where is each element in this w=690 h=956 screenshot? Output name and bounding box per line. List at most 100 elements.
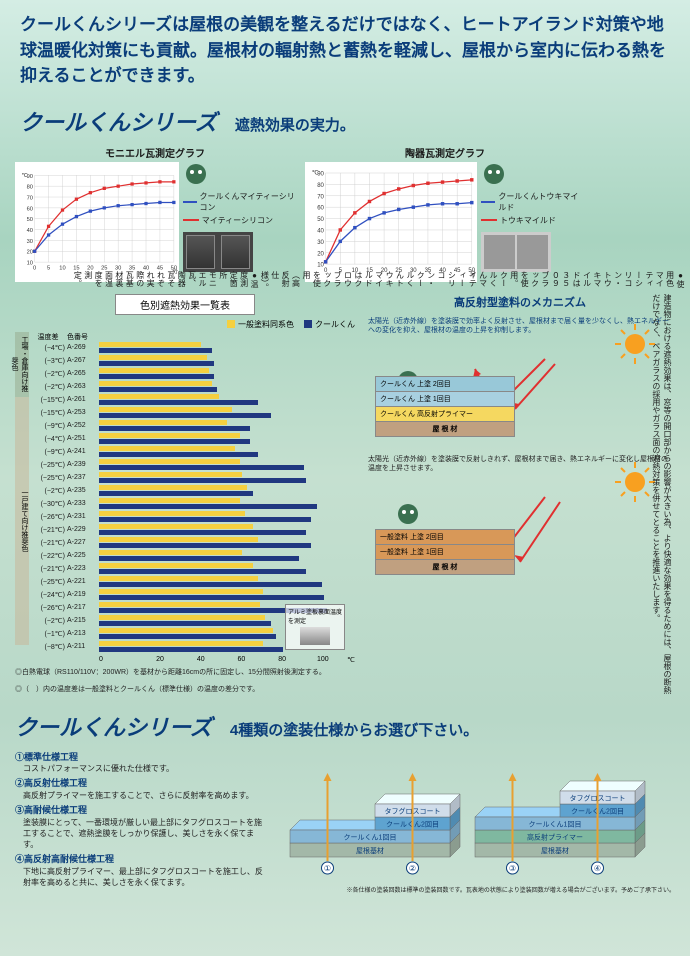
mechanism-layer: クールくん 上塗 2回目: [375, 376, 515, 392]
bar-row: (−4℃)A-269: [29, 342, 355, 355]
svg-text:60: 60: [317, 205, 324, 211]
bar-row: (−3℃)A-267: [29, 355, 355, 368]
bar-row: (−2℃)A-235: [29, 485, 355, 498]
header-text: クールくんシリーズは屋根の美観を整えるだけではなく、ヒートアイランド対策や地球温…: [0, 0, 690, 97]
spec-item-title: ③高耐候仕様工程: [15, 804, 265, 817]
svg-text:屋根基材: 屋根基材: [356, 846, 384, 855]
svg-text:40: 40: [317, 228, 324, 234]
svg-text:②: ②: [409, 864, 416, 873]
bar-row: (−22℃)A-225: [29, 550, 355, 563]
test-note: アルミ塗板裏面温度を測定: [285, 604, 345, 650]
svg-text:屋根基材: 屋根基材: [541, 846, 569, 855]
chart-monier: モニエル瓦測定グラフ 10203040506070809005101520253…: [15, 145, 295, 282]
chart-touki: 陶器瓦測定グラフ 1020304050607080900510152025303…: [305, 145, 585, 282]
sun-icon: [615, 324, 655, 364]
bar-row: (−15℃)A-261: [29, 394, 355, 407]
barchart-area: 色別遮熱効果一覧表 一般塗料同系色 クールくん 工場・倉庫向け推奨色 一戸建て向…: [15, 294, 355, 698]
effect-subtitle: 遮熱効果の実力。: [235, 114, 355, 135]
spec-item-desc: 高反射プライマーを施工することで、さらに反射率を高めます。: [15, 790, 265, 801]
series-title-1: クールくんシリーズ: [20, 105, 217, 137]
chart2-svg: 10203040506070809005101520253035404550℃分: [305, 162, 477, 282]
bar-row: (−9℃)A-252: [29, 420, 355, 433]
spec-item-title: ①標準仕様工程: [15, 751, 265, 764]
spec-item-desc: 下地に高反射プライマー、最上部にタフグロスコートを施工し、反射率を高めると共に、…: [15, 866, 265, 888]
mechanism-layer: 一般塗料 上塗 2回目: [375, 529, 515, 545]
bar-row: (−2℃)A-263: [29, 381, 355, 394]
bar-row: (−21℃)A-227: [29, 537, 355, 550]
mechanism-box-1: 太陽光（近赤外線）を塗装膜で効率よく反射させ、屋根材まで届く量を少なくし、熱エネ…: [365, 314, 675, 444]
bottom-footnote: ※各仕様の塗装回数は標準の塗装回数です。瓦表地の状態により塗装回数が増える場合が…: [275, 885, 675, 894]
chart2-legend-blue: クールくんトウキマイルド: [481, 191, 585, 213]
svg-text:20: 20: [27, 249, 33, 255]
bar-row: (−15℃)A-253: [29, 407, 355, 420]
bar-header-code: 色番号: [67, 332, 97, 342]
svg-text:高反射プライマー: 高反射プライマー: [527, 832, 583, 841]
monster-icon: [481, 162, 507, 184]
svg-text:クールくん1回目: クールくん1回目: [344, 833, 397, 841]
top-side-note: ●使用色 マイティーシリコン・トウキマイルドは３５０９ブラックを使用。クールくん…: [72, 271, 685, 291]
svg-text:40: 40: [27, 228, 33, 234]
monster-icon: [395, 502, 421, 524]
svg-text:30: 30: [317, 239, 324, 245]
spec-item-desc: コストパフォーマンスに優れた仕様です。: [15, 763, 265, 774]
chart1-title: モニエル瓦測定グラフ: [15, 145, 295, 160]
bottom-subtitle: 4種類の塗装仕様からお選び下さい。: [230, 719, 478, 740]
bar-row: (−25℃)A-221: [29, 576, 355, 589]
bar-row: (−25℃)A-237: [29, 472, 355, 485]
bar-row: (−4℃)A-251: [29, 433, 355, 446]
svg-text:℃: ℃: [312, 170, 319, 176]
svg-text:0: 0: [33, 265, 36, 271]
mechanism-area: 高反射型塗料のメカニズム 太陽光（近赤外線）を塗装膜で効率よく反射させ、屋根材ま…: [365, 294, 675, 698]
sidebar-group-a: 工場・倉庫向け推奨色: [15, 332, 29, 397]
mechanism-layer: クールくん 上塗 1回目: [375, 391, 515, 407]
spec-item-title: ②高反射仕様工程: [15, 777, 265, 790]
chart1-svg: 10203040506070809005101520253035404550℃分: [15, 162, 179, 282]
bar-row: (−24℃)A-219: [29, 589, 355, 602]
svg-text:④: ④: [594, 864, 601, 873]
bar-legend-navy: クールくん: [304, 319, 355, 330]
chart1-legend-blue: クールくんマイティーシリコン: [183, 191, 295, 213]
svg-text:30: 30: [27, 238, 33, 244]
chart1-legend-red: マイティーシリコン: [183, 215, 295, 226]
mechanism-layer: クールくん 高反射プライマー: [375, 406, 515, 422]
svg-text:クールくん1回目: クールくん1回目: [529, 820, 582, 828]
chart2-title: 陶器瓦測定グラフ: [305, 145, 585, 160]
spec-text: ①標準仕様工程コストパフォーマンスに優れた仕様です。 ②高反射仕様工程高反射プライ…: [15, 748, 265, 889]
bar-row: (−2℃)A-265: [29, 368, 355, 381]
bar-legend-yellow: 一般塗料同系色: [227, 319, 294, 330]
mechanism-layer: 一般塗料 上塗 1回目: [375, 544, 515, 560]
monster-icon: [183, 162, 209, 184]
mechanism-box-2: 太陽光（近赤外線）を塗装膜で反射しきれず、屋根材まで届き、熱エネルギーに変化し屋…: [365, 452, 675, 582]
spec-diagram: 屋根基材 クールくん1回目 クールくん2回目 タフグロスコート 屋根基材 高反射…: [275, 748, 675, 868]
mechanism-layer: 屋 根 材: [375, 559, 515, 575]
svg-text:10: 10: [27, 260, 33, 266]
svg-text:50: 50: [27, 217, 33, 223]
bar-footnote1: ◎白熱電球（RS110/110V：200WR）を基材から距離16cmの所に固定し…: [15, 664, 355, 681]
bar-header-temp: 温度差: [29, 332, 67, 342]
bar-footnote2: ◎（ ）内の温度差は一般塗料とクールくん（標準仕様）の温度の差分です。: [15, 681, 355, 698]
bar-axis: 020406080100℃: [99, 656, 355, 664]
spec-item-title: ④高反射高耐候仕様工程: [15, 853, 265, 866]
svg-text:①: ①: [324, 864, 331, 873]
svg-text:10: 10: [59, 265, 65, 271]
svg-text:20: 20: [317, 251, 324, 257]
barchart-title: 色別遮熱効果一覧表: [115, 294, 255, 315]
svg-text:80: 80: [317, 182, 324, 188]
bar-row: (−25℃)A-239: [29, 459, 355, 472]
bar-row: (−21℃)A-229: [29, 524, 355, 537]
spec-item-desc: 塗装膜にとって、一番環境が厳しい最上部にタフグロスコートを施工することで、遮熱塗…: [15, 817, 265, 851]
series-title-2: クールくんシリーズ: [15, 710, 212, 742]
bar-row: (−26℃)A-231: [29, 511, 355, 524]
svg-text:70: 70: [27, 195, 33, 201]
mechanism-layer: 屋 根 材: [375, 421, 515, 437]
svg-text:℃: ℃: [22, 172, 29, 178]
sidebar-group-b: 一戸建て向け推奨色: [15, 397, 29, 645]
chart2-legend-red: トウキマイルド: [481, 215, 585, 226]
svg-text:60: 60: [27, 206, 33, 212]
sun-icon: [615, 462, 655, 502]
mechanism-title: 高反射型塗料のメカニズム: [365, 294, 675, 310]
svg-text:③: ③: [509, 864, 516, 873]
svg-text:5: 5: [47, 265, 50, 271]
svg-text:80: 80: [27, 184, 33, 190]
bar-row: (−9℃)A-241: [29, 446, 355, 459]
